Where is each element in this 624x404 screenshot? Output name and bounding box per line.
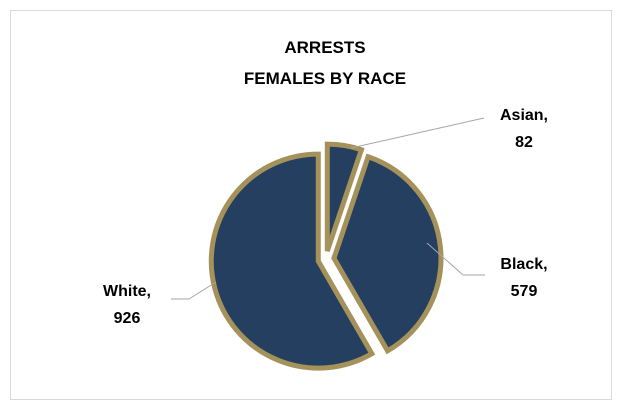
data-label-white-line-1: White,: [103, 283, 151, 300]
pie-slice-black: [331, 153, 444, 355]
data-label-white-line-2: 926: [114, 310, 141, 327]
pie-slices: [208, 141, 444, 371]
leader-lines: [171, 117, 485, 300]
pie-slice-asian: [324, 141, 365, 252]
leader-line-asian: [350, 117, 485, 149]
data-labels: Asian, 82 Black, 579 White, 926: [103, 107, 548, 327]
pie-slice-white: [208, 151, 376, 371]
chart-title-line-1: ARRESTS: [284, 38, 365, 57]
data-label-asian: Asian, 82: [500, 107, 548, 151]
leader-line-white: [171, 281, 217, 300]
data-label-asian-line-2: 82: [515, 134, 533, 151]
data-label-white: White, 926: [103, 283, 151, 327]
pie-chart: ARRESTS FEMALES BY RACE Asian, 82 Black, 57…: [103, 38, 548, 371]
leader-line-black: [426, 242, 485, 276]
data-label-black: Black, 579: [500, 256, 547, 300]
chart-title-line-2: FEMALES BY RACE: [244, 69, 406, 88]
data-label-black-line-2: 579: [511, 283, 538, 300]
data-label-asian-line-1: Asian,: [500, 107, 548, 124]
data-label-black-line-1: Black,: [500, 256, 547, 273]
chart-area: ARRESTS FEMALES BY RACE Asian, 82 Black, 57…: [10, 10, 612, 400]
